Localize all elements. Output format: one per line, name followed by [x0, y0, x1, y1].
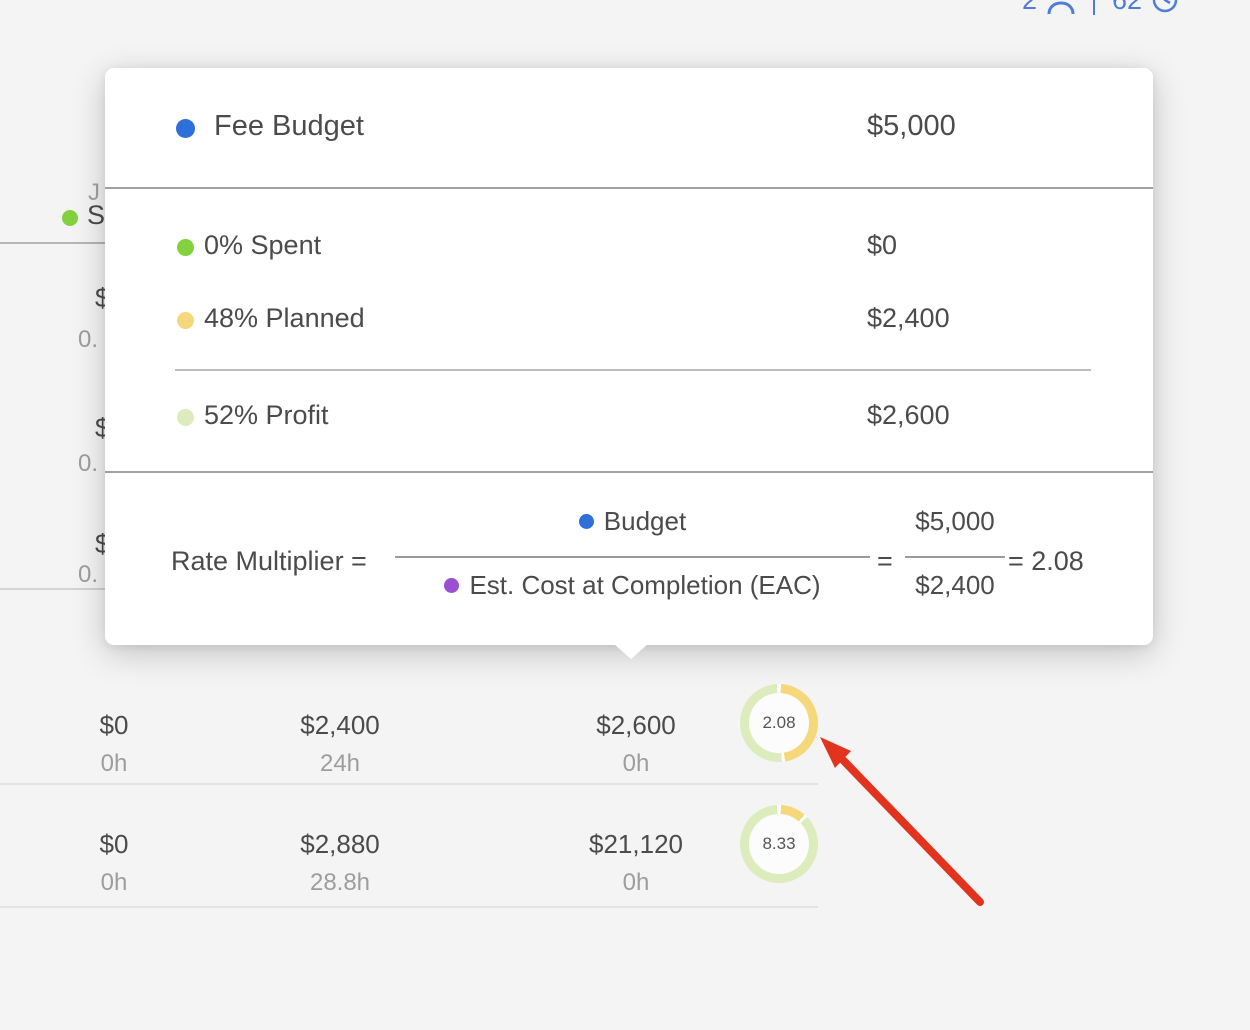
row-divider	[0, 783, 818, 785]
annotation-arrow	[820, 737, 984, 906]
planned-dot	[177, 312, 194, 329]
status-dot	[62, 210, 78, 226]
profit-label: 52% Profit	[204, 400, 329, 430]
spent-label: 0% Spent	[204, 230, 322, 260]
budget-dot	[578, 514, 594, 529]
spent-amount: $0	[99, 829, 129, 859]
spent-amount: $0	[99, 710, 129, 740]
row-divider	[0, 588, 107, 590]
spent-hours: 0h	[100, 750, 128, 777]
rate-multiplier-value: 8.33	[762, 834, 796, 853]
planned-hours: 28.8h	[309, 869, 371, 896]
denominator-value: $2,400	[915, 570, 995, 600]
numerator-value: $5,000	[915, 506, 995, 536]
peek-project-name: J	[88, 179, 100, 206]
fee-budget-dot	[176, 119, 195, 138]
fee-budget-label: Fee Budget	[214, 110, 364, 142]
planned-hours: 24h	[319, 750, 361, 777]
planned-amount: $2,400	[300, 710, 380, 740]
peek-hours: 0.	[78, 326, 99, 353]
rate-multiplier-donut[interactable]: 2.08	[740, 684, 818, 762]
header-divider	[1093, 0, 1096, 15]
planned-value: $2,400	[867, 303, 950, 333]
peek-hours: 0.	[78, 450, 99, 477]
peek-status-label: S	[87, 200, 106, 230]
numerator-label: Budget	[603, 506, 687, 536]
arrow-head	[820, 737, 851, 768]
profit-hours: 0h	[622, 869, 650, 896]
rate-multiplier-donut[interactable]: 8.33	[740, 805, 818, 883]
spent-dot	[177, 239, 194, 256]
profit-value: $2,600	[867, 400, 950, 430]
planned-amount: $2,880	[300, 829, 380, 859]
budget-tooltip: Fee Budget $5,000 0% Spent $0 48% Planne…	[105, 68, 1153, 659]
header-stats[interactable]: 2 62	[1022, 0, 1179, 17]
profit-hours: 0h	[622, 750, 650, 777]
row-divider	[0, 242, 107, 244]
planned-label: 48% Planned	[204, 303, 365, 333]
profit-amount: $2,600	[596, 710, 676, 740]
spent-hours: 0h	[100, 869, 128, 896]
arrow-shaft	[839, 756, 984, 906]
fee-budget-value: $5,000	[867, 110, 956, 142]
equals-sign: =	[877, 546, 893, 576]
fraction-bar	[395, 556, 870, 558]
subsection-divider	[175, 369, 1091, 371]
fraction-bar	[905, 556, 1005, 558]
hours-total: 62	[1112, 0, 1142, 16]
tooltip-caret	[614, 644, 648, 659]
eac-dot	[444, 578, 460, 593]
rate-multiplier-value: 2.08	[762, 713, 796, 732]
rate-multiplier-formula-label: Rate Multiplier =	[171, 546, 367, 576]
profit-dot	[177, 409, 194, 426]
clock-icon	[1152, 0, 1178, 13]
section-divider	[105, 471, 1153, 473]
denominator-label: Est. Cost at Completion (EAC)	[469, 570, 821, 600]
profit-amount: $21,120	[589, 829, 683, 859]
row-divider	[0, 906, 818, 908]
peek-hours: 0.	[78, 561, 99, 588]
assigned-count: 2	[1022, 0, 1037, 16]
formula-result: = 2.08	[1008, 546, 1084, 576]
spent-value: $0	[867, 230, 898, 260]
section-divider	[105, 187, 1153, 189]
person-icon	[1047, 1, 1075, 15]
